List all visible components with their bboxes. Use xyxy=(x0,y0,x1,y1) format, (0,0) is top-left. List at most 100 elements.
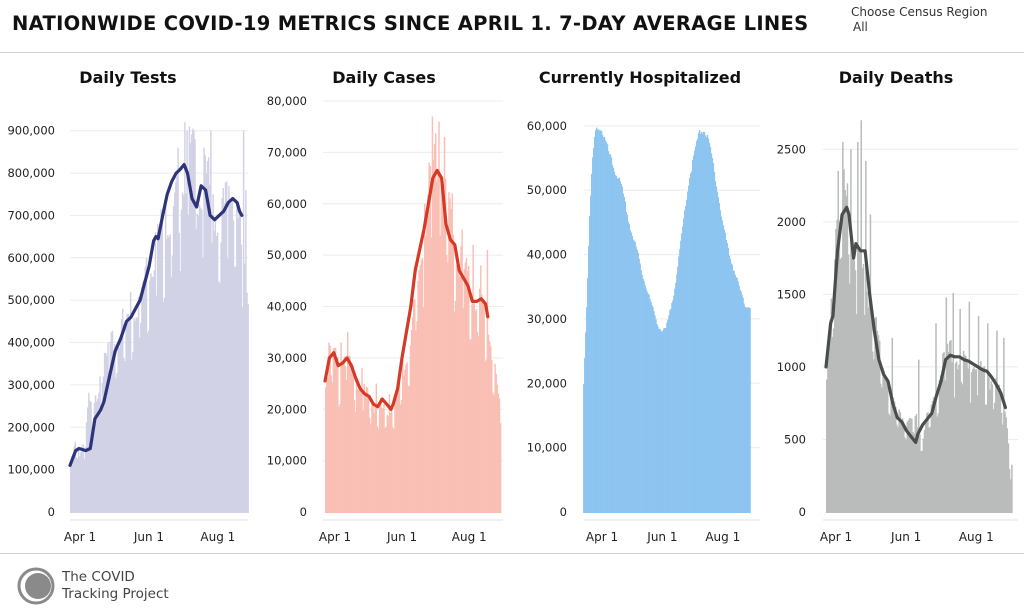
daily-bar xyxy=(729,258,731,513)
daily-bar xyxy=(428,162,430,513)
daily-bar xyxy=(71,455,73,513)
daily-bar xyxy=(826,379,828,513)
daily-bar xyxy=(202,257,204,513)
chart-title: Daily Cases xyxy=(332,68,435,87)
daily-bar xyxy=(120,319,123,513)
daily-bar xyxy=(880,383,882,513)
daily-bar xyxy=(172,206,175,513)
daily-bar xyxy=(345,379,348,513)
daily-bar xyxy=(598,130,601,513)
y-tick-label: 500,000 xyxy=(7,293,55,307)
daily-bar xyxy=(962,350,965,513)
y-tick-label: 60,000 xyxy=(267,197,307,211)
daily-bar xyxy=(722,225,725,513)
daily-bar xyxy=(700,131,703,513)
daily-bar xyxy=(499,423,502,513)
daily-bar xyxy=(449,198,451,513)
daily-bar xyxy=(708,142,711,513)
daily-bar xyxy=(692,155,695,513)
filter-selected-value[interactable]: All xyxy=(853,20,868,34)
daily-bar xyxy=(205,173,208,514)
daily-bar xyxy=(743,303,745,513)
daily-bar xyxy=(1007,443,1010,513)
daily-bar xyxy=(836,219,838,513)
daily-bar xyxy=(828,331,830,513)
daily-bar xyxy=(654,315,656,513)
daily-bar xyxy=(835,228,837,513)
daily-bar xyxy=(108,382,110,513)
daily-bar xyxy=(594,130,597,514)
daily-bar xyxy=(334,347,337,513)
daily-bar xyxy=(607,151,610,513)
x-tick-label: Apr 1 xyxy=(586,530,618,544)
daily-bar xyxy=(331,382,334,513)
daily-bar xyxy=(724,232,726,513)
chart-title: Daily Deaths xyxy=(839,68,954,87)
daily-bar xyxy=(197,216,200,513)
daily-bar xyxy=(403,375,405,513)
daily-bar xyxy=(424,203,426,513)
daily-bar xyxy=(239,209,241,513)
daily-bar xyxy=(80,452,82,513)
daily-bar xyxy=(189,142,192,513)
daily-bar xyxy=(690,173,692,513)
daily-bar xyxy=(463,268,466,513)
y-tick-label: 0 xyxy=(560,505,567,519)
daily-bar xyxy=(214,217,217,513)
daily-bar xyxy=(634,242,636,513)
daily-bar xyxy=(714,181,717,513)
daily-bar xyxy=(402,357,404,513)
daily-bar xyxy=(613,171,616,513)
daily-bar xyxy=(951,362,953,513)
daily-bar xyxy=(667,319,669,513)
daily-bar xyxy=(619,181,622,513)
census-region-filter[interactable]: Choose Census Region All xyxy=(851,5,988,35)
daily-bar xyxy=(486,249,489,514)
daily-bar xyxy=(332,348,335,513)
daily-bar xyxy=(377,428,380,513)
daily-bar xyxy=(224,182,227,513)
daily-bar xyxy=(103,352,106,513)
daily-bar xyxy=(998,384,1000,513)
daily-bar xyxy=(208,184,211,514)
daily-bar xyxy=(413,299,415,513)
daily-bar xyxy=(628,224,630,513)
daily-bar xyxy=(488,341,491,513)
daily-bar xyxy=(997,389,999,513)
daily-bar xyxy=(399,404,402,513)
daily-bar xyxy=(121,308,124,513)
daily-bar xyxy=(384,428,386,513)
daily-bar xyxy=(982,366,984,513)
daily-bar xyxy=(119,338,122,513)
daily-bar xyxy=(877,335,880,513)
daily-bar xyxy=(976,395,979,513)
daily-bar xyxy=(931,400,934,513)
daily-bar xyxy=(958,364,960,513)
daily-bar xyxy=(348,355,350,513)
daily-bar xyxy=(834,259,836,513)
daily-bar xyxy=(617,178,620,513)
daily-bar xyxy=(473,302,475,513)
daily-bar xyxy=(400,399,403,513)
daily-bar xyxy=(748,307,750,513)
daily-bar xyxy=(977,316,980,513)
daily-bar xyxy=(973,367,975,513)
daily-bar xyxy=(595,127,598,513)
daily-bar xyxy=(624,201,627,513)
daily-bar xyxy=(175,182,177,513)
daily-bar xyxy=(698,129,701,513)
daily-bar xyxy=(907,420,910,513)
daily-bar xyxy=(85,422,88,513)
daily-bar xyxy=(668,315,670,513)
daily-bar xyxy=(970,372,973,513)
daily-bar xyxy=(91,429,93,513)
daily-bar xyxy=(146,332,149,513)
daily-bar xyxy=(589,215,591,513)
daily-bar xyxy=(837,171,839,513)
daily-bar xyxy=(885,376,888,513)
daily-bar xyxy=(599,130,602,513)
daily-bar xyxy=(207,157,210,513)
daily-bar xyxy=(1006,428,1009,513)
daily-bar xyxy=(178,232,180,514)
daily-bar xyxy=(694,146,697,513)
